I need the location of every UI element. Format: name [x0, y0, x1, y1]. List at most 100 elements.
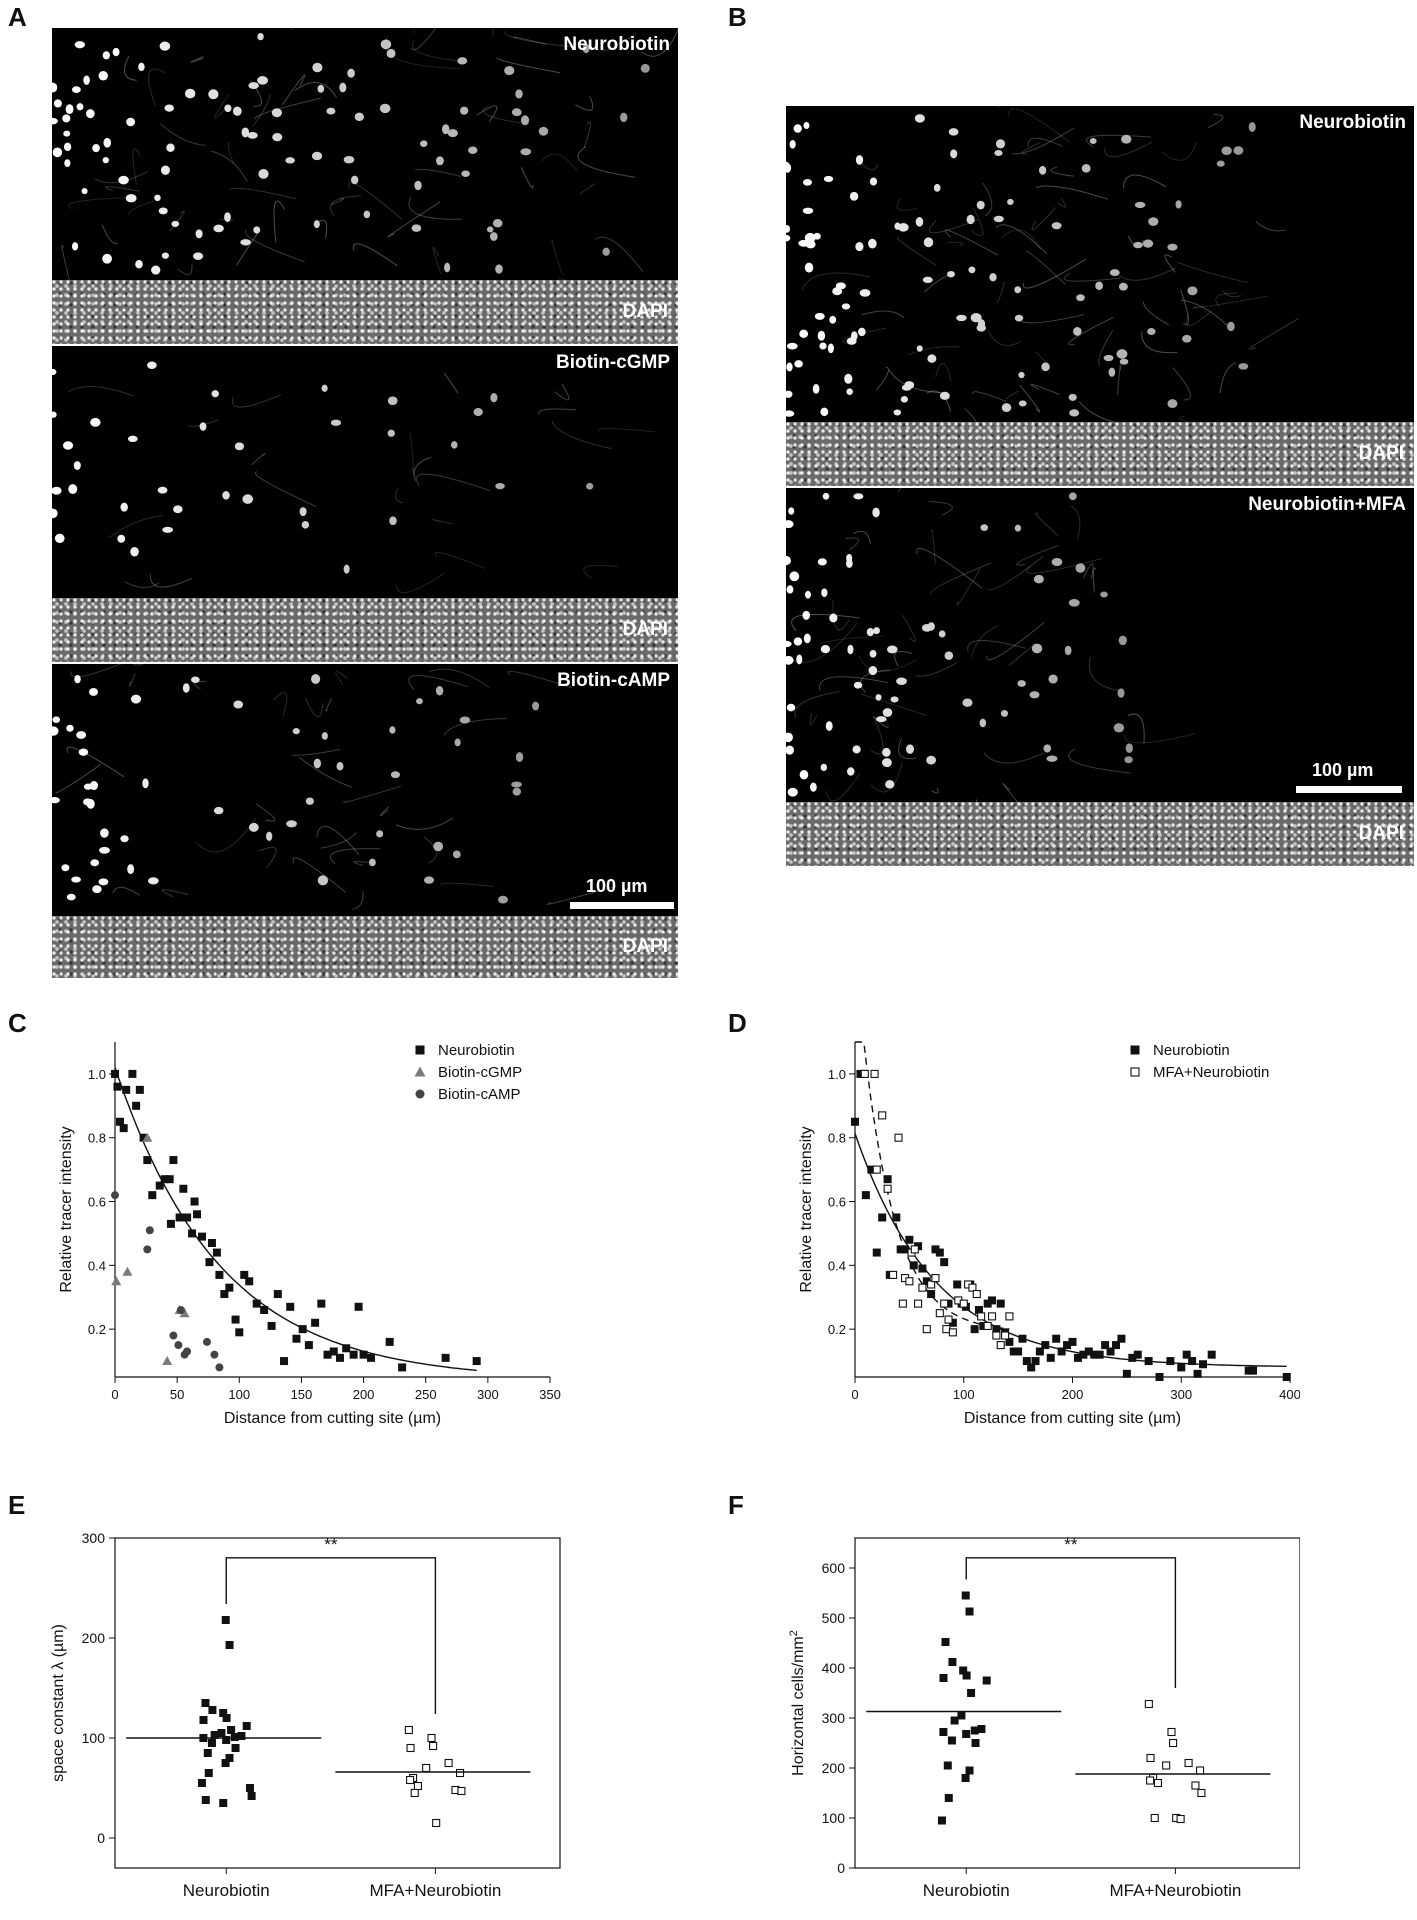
- data-point: [948, 1328, 957, 1337]
- fibre: [641, 28, 678, 57]
- cell-body: [512, 787, 522, 796]
- dapi-strip-a1: DAPI: [52, 280, 678, 344]
- fibre: [1012, 127, 1075, 155]
- data-point: [128, 1069, 137, 1078]
- data-point: [160, 1175, 169, 1184]
- data-point: [1073, 1353, 1082, 1362]
- data-point: [217, 1729, 226, 1737]
- cell-body: [171, 220, 180, 228]
- fibre: [230, 187, 297, 200]
- cell-body: [873, 627, 880, 635]
- cell-body: [950, 149, 958, 159]
- data-point: [398, 1363, 407, 1372]
- cell-body: [452, 850, 461, 859]
- fibre: [888, 369, 944, 394]
- cell-body: [520, 115, 530, 126]
- cell-body: [72, 86, 81, 94]
- cell-body: [248, 822, 259, 832]
- data-point: [1184, 1758, 1193, 1768]
- cell-body: [787, 787, 798, 797]
- cell-body: [61, 864, 70, 872]
- cell-body: [66, 724, 74, 732]
- cell-body: [130, 546, 139, 557]
- cell-body: [363, 210, 371, 219]
- y-tick-label: 1.0: [88, 1067, 106, 1082]
- fibre: [507, 670, 572, 689]
- cell-body: [894, 222, 901, 230]
- cell-body: [317, 875, 329, 886]
- cell-body: [1109, 269, 1120, 277]
- fibre: [930, 529, 936, 565]
- cell-body: [989, 273, 997, 282]
- y-tick-label: 0.2: [828, 1322, 846, 1337]
- cell-body: [915, 217, 924, 227]
- cell-body: [827, 343, 834, 354]
- data-point: [941, 1638, 950, 1646]
- x-tick-label: 100: [953, 1387, 975, 1402]
- cell-body: [68, 484, 78, 494]
- y-axis-label: Relative tracer intensity: [58, 1126, 75, 1292]
- micrograph-texture: [52, 664, 616, 910]
- cell-body: [970, 312, 982, 323]
- y-tick-label: 0.2: [88, 1322, 106, 1337]
- cell-body: [1103, 354, 1114, 362]
- cell-body: [817, 558, 827, 566]
- data-point: [174, 1341, 183, 1350]
- cell-body: [1142, 239, 1154, 248]
- fibre: [1027, 137, 1063, 147]
- data-point: [1191, 1781, 1200, 1790]
- data-point: [948, 1318, 957, 1327]
- cell-body: [841, 303, 851, 310]
- dapi-label: DAPI: [622, 301, 668, 322]
- cell-body: [336, 761, 344, 771]
- cell-body: [859, 289, 871, 297]
- data-point: [260, 1306, 269, 1314]
- cell-body: [233, 700, 244, 709]
- cell-body: [882, 747, 891, 757]
- fibre: [1078, 401, 1117, 422]
- cell-body: [52, 117, 58, 125]
- cell-body: [947, 270, 955, 278]
- cell-body: [52, 508, 58, 519]
- cell-body: [814, 312, 825, 320]
- micrograph-a-neurobiotin: Neurobiotin: [52, 28, 678, 280]
- data-point: [982, 1676, 991, 1685]
- cell-body: [71, 876, 81, 883]
- y-tick-label: 100: [82, 1730, 106, 1746]
- cell-body: [1033, 574, 1044, 584]
- fibre: [169, 210, 185, 232]
- data-point: [974, 1306, 983, 1314]
- cell-body: [977, 319, 986, 329]
- cell-body: [326, 107, 336, 115]
- fibre: [148, 68, 166, 106]
- cell-body: [927, 354, 937, 363]
- cell-body: [956, 314, 967, 322]
- significance-bracket: [965, 1557, 1177, 1688]
- cell-body: [1000, 710, 1009, 717]
- fibre: [1180, 289, 1189, 325]
- data-point: [342, 1344, 351, 1353]
- data-point: [861, 1191, 870, 1200]
- fibre: [432, 246, 442, 275]
- data-point: [242, 1722, 251, 1730]
- fibre: [853, 530, 871, 545]
- data-point: [961, 1591, 970, 1600]
- data-point: [1041, 1341, 1050, 1350]
- cell-body: [786, 655, 794, 665]
- fibre: [842, 327, 887, 345]
- cell-body: [343, 155, 355, 164]
- cell-body: [821, 588, 828, 597]
- x-tick-label: 400: [1279, 1387, 1300, 1402]
- data-point: [162, 1356, 173, 1366]
- cell-body: [126, 117, 136, 127]
- data-point: [208, 1706, 217, 1714]
- fibre: [1248, 317, 1300, 350]
- fibre: [1219, 362, 1237, 394]
- fibre: [342, 785, 402, 804]
- data-point: [155, 1181, 164, 1190]
- significance-label: **: [324, 1535, 338, 1554]
- data-point: [165, 1175, 174, 1184]
- data-point: [221, 1759, 230, 1767]
- x-tick-label: 150: [291, 1387, 313, 1402]
- fibre: [956, 567, 982, 606]
